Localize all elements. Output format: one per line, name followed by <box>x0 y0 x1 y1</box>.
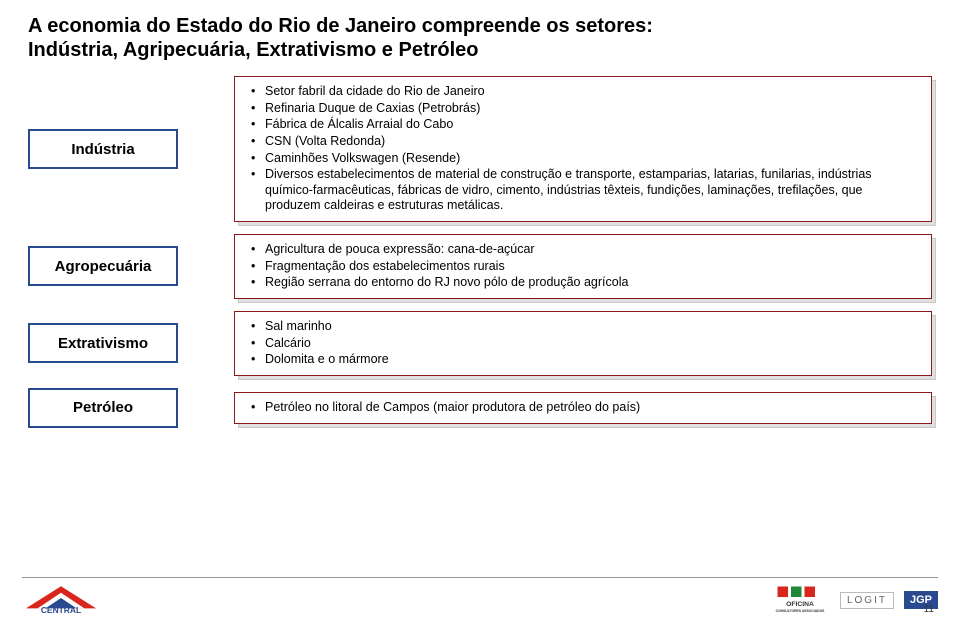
sector-label-box: Petróleo <box>28 388 178 428</box>
detail-item: Refinaria Duque de Caxias (Petrobrás) <box>243 101 921 117</box>
sector-label-box: Extrativismo <box>28 323 178 363</box>
footer-right: OFICINA CONSULTORES ASSOCIADOS LOGIT JGP <box>770 585 938 615</box>
page-title: A economia do Estado do Rio de Janeiro c… <box>28 14 932 62</box>
detail-box-wrap: Petróleo no litoral de Campos (maior pro… <box>234 392 932 424</box>
detail-box-wrap: Sal marinhoCalcárioDolomita e o mármore <box>234 311 932 376</box>
detail-box-wrap: Setor fabril da cidade do Rio de Janeiro… <box>234 76 932 222</box>
detail-item: Petróleo no litoral de Campos (maior pro… <box>243 400 921 416</box>
svg-text:CONSULTORES ASSOCIADOS: CONSULTORES ASSOCIADOS <box>776 609 826 613</box>
detail-item: Região serrana do entorno do RJ novo pól… <box>243 275 921 291</box>
central-text: CENTRAL <box>41 605 81 615</box>
sector-row: Indústria Setor fabril da cidade do Rio d… <box>28 76 932 222</box>
detail-item: Fábrica de Álcalis Arraial do Cabo <box>243 117 921 133</box>
footer-left: CENTRAL <box>22 581 100 615</box>
detail-item: Sal marinho <box>243 319 921 335</box>
title-line-1: A economia do Estado do Rio de Janeiro c… <box>28 15 653 37</box>
logit-logo: LOGIT <box>840 592 894 609</box>
sector-row: Agropecuária Agricultura de pouca express… <box>28 234 932 299</box>
detail-item: Caminhões Volkswagen (Resende) <box>243 151 921 167</box>
svg-text:OFICINA: OFICINA <box>786 601 814 608</box>
detail-box: Setor fabril da cidade do Rio de Janeiro… <box>234 76 932 222</box>
footer: CENTRAL OFICINA CONSULTORES ASSOCIADOS L… <box>0 581 960 615</box>
slide-page: A economia do Estado do Rio de Janeiro c… <box>0 0 960 621</box>
sector-label-box: Agropecuária <box>28 246 178 286</box>
detail-item: Agricultura de pouca expressão: cana-de-… <box>243 242 921 258</box>
detail-box: Agricultura de pouca expressão: cana-de-… <box>234 234 932 299</box>
central-logo: CENTRAL <box>22 581 100 615</box>
detail-item: Fragmentação dos estabelecimentos rurais <box>243 259 921 275</box>
detail-item: CSN (Volta Redonda) <box>243 134 921 150</box>
detail-list: Agricultura de pouca expressão: cana-de-… <box>243 242 921 291</box>
detail-item: Diversos estabelecimentos de material de… <box>243 167 921 214</box>
sector-row: Extrativismo Sal marinhoCalcárioDolomita … <box>28 311 932 376</box>
detail-list: Petróleo no litoral de Campos (maior pro… <box>243 400 921 416</box>
detail-item: Setor fabril da cidade do Rio de Janeiro <box>243 84 921 100</box>
page-number: 11 <box>924 604 934 615</box>
detail-item: Dolomita e o mármore <box>243 352 921 368</box>
sector-rows: Indústria Setor fabril da cidade do Rio d… <box>28 76 932 428</box>
detail-list: Setor fabril da cidade do Rio de Janeiro… <box>243 84 921 214</box>
detail-item: Calcário <box>243 336 921 352</box>
detail-list: Sal marinhoCalcárioDolomita e o mármore <box>243 319 921 368</box>
title-line-2: Indústria, Agripecuária, Extrativismo e … <box>28 39 479 61</box>
detail-box: Sal marinhoCalcárioDolomita e o mármore <box>234 311 932 376</box>
detail-box: Petróleo no litoral de Campos (maior pro… <box>234 392 932 424</box>
oficina-logo: OFICINA CONSULTORES ASSOCIADOS <box>770 585 830 615</box>
detail-box-wrap: Agricultura de pouca expressão: cana-de-… <box>234 234 932 299</box>
sector-row: Petróleo Petróleo no litoral de Campos (m… <box>28 388 932 428</box>
sector-label-box: Indústria <box>28 129 178 169</box>
